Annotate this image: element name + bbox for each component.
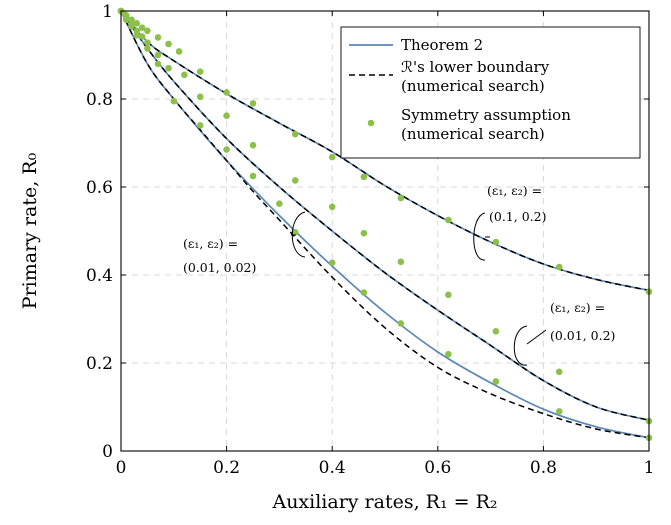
- symmetry-point: [133, 31, 141, 39]
- symmetry-point: [196, 68, 204, 76]
- symmetry-point: [154, 51, 162, 59]
- symmetry-point: [397, 258, 405, 266]
- symmetry-point: [144, 39, 151, 46]
- symmetry-point: [170, 97, 178, 105]
- symmetry-point: [165, 40, 172, 48]
- symmetry-point: [122, 16, 130, 24]
- symmetry-point: [555, 263, 563, 271]
- x-tick-label: 0.4: [319, 458, 346, 478]
- y-tick-label: 0.6: [86, 178, 113, 198]
- symmetry-point: [196, 93, 204, 101]
- symmetry-point: [249, 141, 257, 149]
- symmetry-point: [445, 291, 452, 299]
- legend-label-symmetry-line2: (numerical search): [401, 125, 545, 143]
- x-tick-label: 0.6: [424, 458, 451, 478]
- symmetry-point: [249, 100, 257, 107]
- symmetry-point: [223, 89, 230, 96]
- symmetry-point: [276, 200, 283, 208]
- annotation-bracket: [473, 212, 486, 261]
- symmetry-point: [492, 328, 500, 335]
- y-tick-label: 0.2: [86, 354, 113, 374]
- symmetry-markers: [117, 7, 653, 442]
- annotation-leader: [526, 329, 547, 345]
- x-tick-label: 0.2: [213, 458, 240, 478]
- annotation-line1: (ε₁, ε₂) =: [550, 300, 605, 315]
- symmetry-point: [555, 368, 563, 376]
- legend-box: [340, 26, 641, 159]
- symmetry-point: [445, 350, 452, 358]
- legend-label-theorem2: Theorem 2: [401, 36, 483, 54]
- symmetry-point: [128, 23, 135, 30]
- x-tick-label: 0: [116, 458, 127, 478]
- annotation-line2: (0.1, 0.2): [489, 209, 546, 224]
- symmetry-point: [328, 259, 336, 266]
- x-tick-label: 0.8: [530, 458, 557, 478]
- legend-swatch-symmetry: [367, 119, 375, 127]
- annotation-bracket: [513, 325, 528, 366]
- symmetry-point: [133, 20, 141, 27]
- y-tick-label: 0.8: [86, 90, 113, 110]
- symmetry-point: [144, 27, 151, 35]
- legend: Theorem 2 ℛ's lower boundary (numerical …: [340, 26, 641, 159]
- symmetry-point: [249, 172, 257, 180]
- symmetry-point: [291, 177, 299, 184]
- symmetry-point: [445, 216, 452, 224]
- ticks: 0 0.2 0.4 0.6 0.8 1 0 0.2 0.4 0.6 0.8 1: [86, 2, 654, 478]
- legend-label-symmetry: Symmetry assumption: [401, 106, 571, 124]
- y-tick-label: 0: [102, 442, 113, 462]
- symmetry-point: [181, 71, 188, 79]
- symmetry-point: [328, 203, 336, 211]
- series-lower-boundary-line: [120, 10, 650, 292]
- annotation-eps-0.01-0.2: (ε₁, ε₂) = (0.01, 0.2): [513, 300, 615, 366]
- symmetry-point: [397, 194, 405, 202]
- symmetry-point: [138, 33, 146, 40]
- symmetry-point: [328, 153, 336, 161]
- symmetry-point: [291, 229, 299, 236]
- annotation-line1: (ε₁, ε₂) =: [183, 236, 238, 251]
- symmetry-point: [154, 34, 162, 41]
- symmetry-point: [397, 320, 405, 327]
- symmetry-point: [175, 48, 183, 55]
- symmetry-point: [291, 130, 299, 138]
- annotation-line2: (0.01, 0.02): [183, 260, 256, 275]
- legend-label-lower-boundary: ℛ's lower boundary: [401, 58, 550, 76]
- series-lower-boundary-line: [120, 10, 650, 421]
- x-axis-title: Auxiliary rates, R₁ = R₂: [271, 491, 497, 513]
- symmetry-point: [165, 64, 172, 72]
- symmetry-point: [555, 408, 563, 415]
- symmetry-point: [223, 146, 230, 153]
- y-tick-label: 1: [102, 2, 113, 22]
- symmetry-point: [138, 24, 146, 32]
- symmetry-point: [154, 60, 162, 68]
- symmetry-point: [360, 289, 368, 296]
- legend-label-lower-boundary-line2: (numerical search): [401, 77, 545, 95]
- symmetry-point: [196, 122, 204, 129]
- x-tick-label: 1: [644, 458, 655, 478]
- symmetry-point: [492, 238, 500, 246]
- annotation-line1: (ε₁, ε₂) =: [487, 183, 542, 198]
- symmetry-point: [492, 378, 500, 385]
- plot-frame: [120, 10, 650, 452]
- symmetry-point: [360, 173, 368, 181]
- symmetry-point: [360, 229, 368, 237]
- y-axis-title: Primary rate, R₀: [19, 152, 41, 309]
- symmetry-point: [223, 112, 230, 120]
- annotation-eps-0.01-0.02: (ε₁, ε₂) = (0.01, 0.02): [183, 211, 306, 275]
- y-tick-label: 0.4: [86, 266, 113, 286]
- annotation-line2: (0.01, 0.2): [550, 328, 615, 343]
- annotation-eps-0.1-0.2: (ε₁, ε₂) = (0.1, 0.2): [473, 183, 546, 261]
- symmetry-point: [144, 45, 151, 52]
